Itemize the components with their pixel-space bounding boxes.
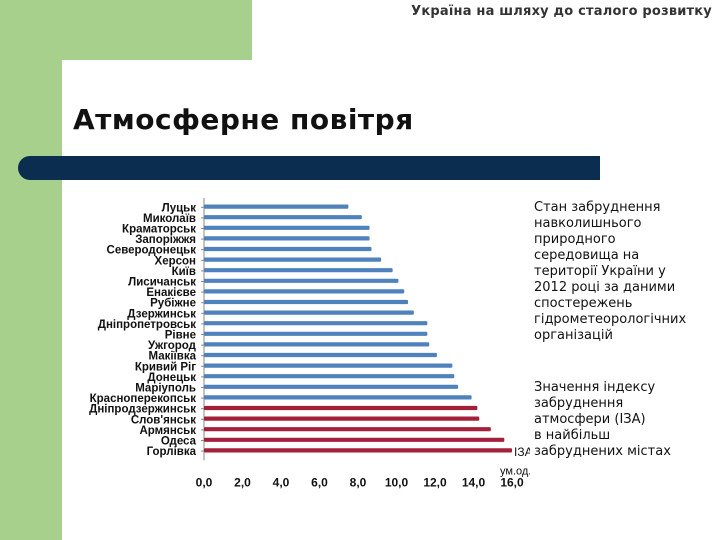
side-description-1: Стан забруднення навколишнього природног… (534, 200, 687, 343)
bar-11 (204, 321, 428, 326)
bar-1 (204, 215, 362, 220)
green-corner-block (0, 0, 252, 60)
category-label: Красноперекопськ (90, 393, 197, 405)
title-underline-bar (18, 156, 600, 180)
category-label: Рівне (165, 330, 196, 342)
category-label: Краматорськ (122, 224, 196, 236)
bar-19 (204, 405, 478, 411)
header-top-text: Україна на шляху до сталого розвитку (411, 4, 712, 19)
category-label: Рубіжне (150, 298, 196, 310)
bar-13 (204, 342, 430, 347)
green-side-strip (0, 60, 62, 540)
category-label: Київ (172, 266, 196, 278)
bar-5 (204, 257, 382, 262)
bar-20 (204, 416, 480, 421)
bar-22 (204, 437, 505, 442)
category-label: Запоріжжя (135, 234, 196, 246)
side-description-2: Значення індексу забруднення атмосфери (… (534, 380, 671, 459)
bar-2 (204, 225, 370, 230)
bar-8 (204, 289, 405, 294)
bar-16 (204, 374, 455, 379)
series-label: ІЗА (514, 445, 530, 459)
bar-7 (204, 278, 399, 283)
category-label: Горлівка (147, 446, 197, 458)
category-label: Херсон (155, 255, 197, 267)
category-label: Армянськ (139, 425, 196, 437)
bar-chart: ЛуцькМиколаївКраматорськЗапоріжжяСеверод… (89, 198, 530, 489)
bar-18 (204, 395, 472, 400)
bar-12 (204, 331, 428, 336)
category-label: Енакієве (146, 287, 196, 299)
category-label: Донецьк (147, 372, 196, 384)
bar-0 (204, 204, 349, 209)
bar-23 (204, 448, 512, 453)
category-label: Дніпропетровськ (98, 319, 196, 331)
slide-title: Атмосферне повітря (73, 103, 414, 136)
category-label: Миколаїв (143, 213, 196, 225)
bar-15 (204, 363, 453, 368)
bar-3 (204, 236, 370, 241)
category-label: Кривий Ріг (135, 361, 196, 373)
category-label: Ужгород (148, 340, 197, 352)
category-label: Дзержинськ (127, 308, 196, 320)
x-tick-label: 16,0 (500, 475, 524, 489)
category-label: Дніпродзержинськ (89, 404, 196, 416)
category-label: Луцьк (162, 202, 197, 214)
x-tick-label: 2,0 (234, 475, 251, 489)
x-tick-label: 8,0 (350, 475, 367, 489)
bar-21 (204, 427, 491, 432)
x-axis-unit-label: ум.од. (500, 465, 530, 477)
x-tick-label: 4,0 (273, 475, 290, 489)
x-tick-label: 10,0 (385, 475, 409, 489)
bar-14 (204, 352, 437, 358)
category-label: Макіївка (148, 351, 196, 363)
bar-6 (204, 268, 393, 273)
category-label: Одеса (161, 436, 197, 448)
category-label: Лисичанськ (128, 277, 196, 289)
bar-9 (204, 299, 409, 305)
x-tick-label: 6,0 (311, 475, 328, 489)
x-tick-label: 0,0 (196, 475, 213, 489)
bar-17 (204, 384, 459, 389)
x-tick-label: 12,0 (423, 475, 447, 489)
category-label: Северодонецьк (107, 245, 197, 257)
category-label: Слов'янськ (131, 414, 196, 426)
bar-4 (204, 246, 372, 252)
x-tick-label: 14,0 (462, 475, 486, 489)
category-label: Маріуполь (135, 383, 196, 395)
bar-10 (204, 310, 414, 315)
